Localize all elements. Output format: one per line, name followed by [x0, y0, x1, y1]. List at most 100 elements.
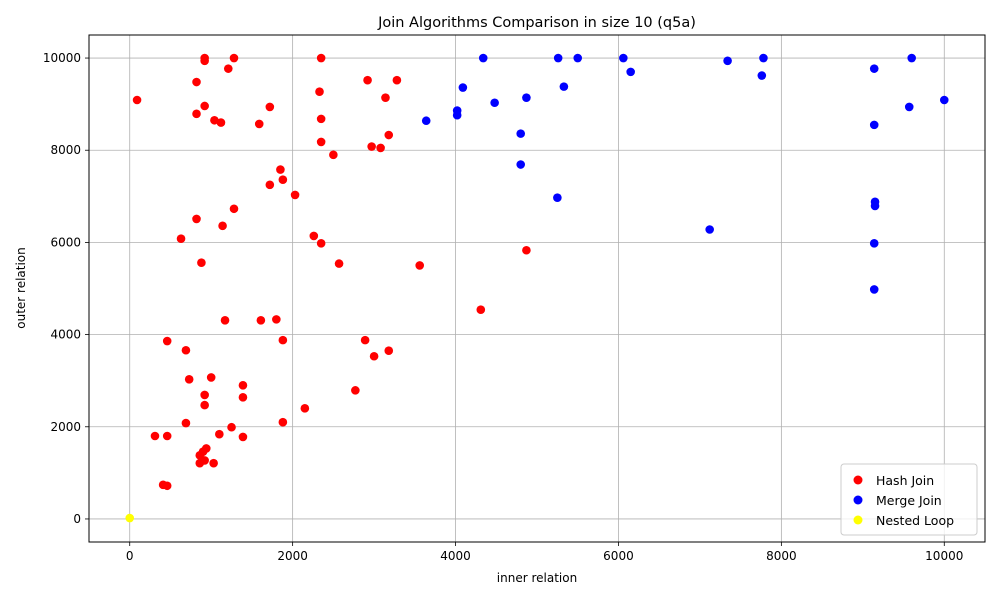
data-point-merge-join	[553, 53, 563, 63]
data-point-hash-join	[476, 305, 486, 315]
data-point-hash-join	[218, 221, 227, 231]
data-point-hash-join	[227, 422, 236, 432]
data-point-hash-join	[316, 239, 326, 248]
data-point-hash-join	[220, 316, 230, 325]
data-point-hash-join	[278, 175, 288, 185]
data-point-hash-join	[300, 404, 310, 413]
data-point-hash-join	[369, 351, 379, 361]
data-point-hash-join	[392, 75, 402, 85]
data-point-hash-join	[192, 77, 201, 87]
grid	[89, 35, 985, 542]
legend-frame	[840, 463, 978, 536]
data-point-merge-join	[939, 95, 949, 105]
y-tick-label: 4000	[50, 328, 81, 342]
data-point-hash-join	[197, 258, 206, 267]
x-tick-label: 6000	[603, 549, 634, 563]
legend-marker-merge-join	[853, 495, 863, 505]
legend-label-merge-join: Merge Join	[876, 493, 942, 508]
data-point-merge-join	[553, 193, 562, 203]
chart-title: Join Algorithms Comparison in size 10 (q…	[377, 15, 696, 31]
x-tick-label: 8000	[766, 549, 797, 563]
legend: Hash Join Merge Join Nested Loop	[840, 463, 978, 536]
data-point-hash-join	[329, 150, 338, 160]
legend-marker-hash-join	[853, 475, 863, 485]
data-point-merge-join	[478, 53, 488, 63]
x-axis-label: inner relation	[497, 571, 577, 585]
data-point-merge-join	[573, 53, 583, 63]
data-point-hash-join	[278, 417, 288, 427]
data-point-hash-join	[278, 335, 288, 345]
data-point-merge-join	[869, 239, 879, 248]
data-point-hash-join	[162, 431, 172, 441]
legend-label-hash-join: Hash Join	[876, 473, 934, 488]
data-point-merge-join	[870, 201, 880, 211]
data-point-hash-join	[272, 315, 281, 324]
data-point-hash-join	[200, 101, 209, 111]
data-point-hash-join	[200, 400, 209, 410]
data-point-hash-join	[229, 204, 239, 214]
x-tick-label: 2000	[277, 549, 308, 563]
data-point-hash-join	[334, 259, 344, 268]
data-point-merge-join	[904, 102, 914, 112]
data-point-merge-join	[559, 82, 569, 91]
data-point-hash-join	[150, 431, 160, 441]
data-point-hash-join	[132, 95, 142, 105]
data-point-merge-join	[490, 98, 499, 108]
data-point-merge-join	[421, 116, 431, 126]
data-point-hash-join	[351, 386, 360, 395]
x-tick-label: 0	[126, 549, 134, 563]
data-point-hash-join	[381, 93, 390, 102]
data-point-merge-join	[516, 129, 526, 138]
data-point-hash-join	[209, 458, 218, 468]
data-point-merge-join	[723, 56, 732, 66]
data-point-merge-join	[522, 93, 531, 102]
data-point-merge-join	[757, 71, 767, 80]
x-tick-label: 4000	[440, 549, 471, 563]
data-point-hash-join	[238, 432, 248, 442]
data-point-hash-join	[181, 345, 191, 355]
data-points	[125, 53, 949, 523]
y-axis-label: outer relation	[14, 247, 28, 329]
data-point-hash-join	[265, 180, 275, 190]
data-point-hash-join	[195, 458, 205, 468]
data-point-hash-join	[181, 418, 191, 428]
data-point-hash-join	[415, 261, 425, 270]
data-point-hash-join	[200, 390, 209, 400]
data-point-hash-join	[210, 115, 219, 125]
data-point-hash-join	[223, 64, 233, 73]
data-point-hash-join	[522, 245, 531, 255]
y-tick-label: 2000	[50, 420, 81, 434]
data-point-hash-join	[198, 447, 208, 456]
data-point-merge-join	[452, 110, 462, 120]
data-point-hash-join	[176, 234, 186, 244]
data-point-merge-join	[869, 120, 879, 130]
data-point-hash-join	[192, 214, 201, 224]
data-point-hash-join	[162, 481, 172, 491]
data-point-hash-join	[184, 374, 194, 384]
data-point-hash-join	[367, 142, 376, 151]
legend-label-nested-loop: Nested Loop	[876, 513, 954, 528]
data-point-hash-join	[290, 190, 300, 200]
data-point-hash-join	[363, 75, 372, 85]
data-point-merge-join	[619, 53, 628, 63]
x-tick-label: 10000	[925, 549, 963, 563]
data-point-hash-join	[315, 87, 324, 96]
data-point-hash-join	[192, 109, 201, 119]
data-point-merge-join	[869, 64, 879, 73]
data-point-merge-join	[705, 225, 714, 234]
axis-ticks: 0 2000 4000 6000 8000 10000 0 2000 4000 6000 8000 1…	[43, 51, 964, 563]
data-point-hash-join	[200, 56, 209, 66]
data-point-merge-join	[516, 160, 526, 169]
data-point-hash-join	[216, 118, 226, 127]
data-point-hash-join	[238, 380, 248, 390]
data-point-hash-join	[316, 114, 326, 124]
data-point-nested-loop	[125, 513, 135, 523]
legend-marker-nested-loop	[853, 515, 863, 525]
data-point-merge-join	[869, 285, 879, 294]
y-tick-label: 10000	[43, 51, 81, 65]
data-point-hash-join	[309, 231, 319, 241]
data-point-hash-join	[384, 130, 394, 140]
data-point-hash-join	[256, 316, 266, 325]
